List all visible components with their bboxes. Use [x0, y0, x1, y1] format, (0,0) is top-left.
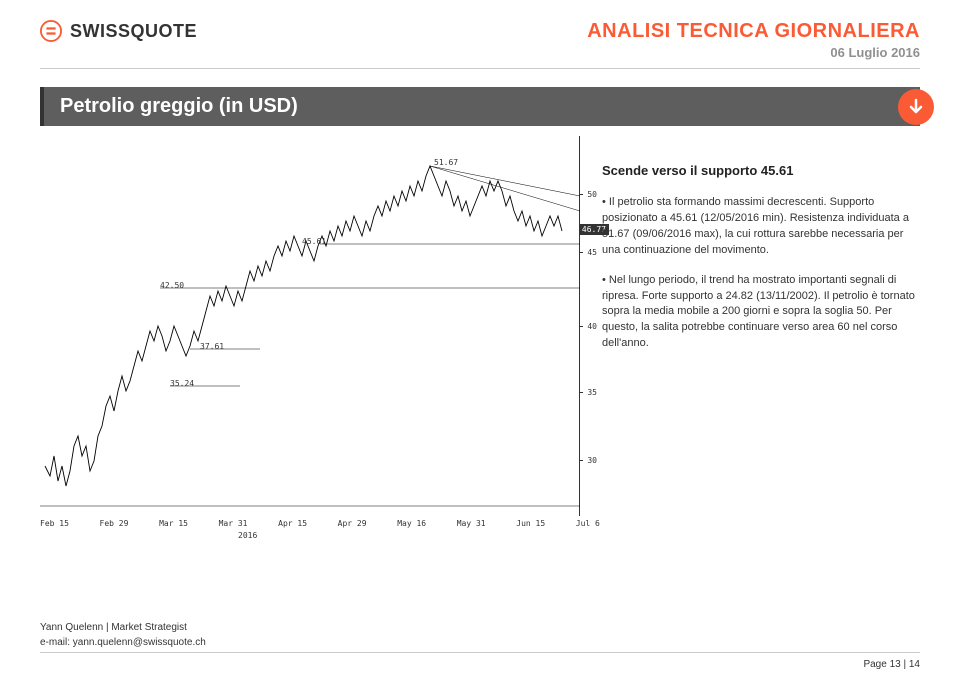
- header-divider: [40, 68, 920, 69]
- author-name: Yann Quelenn | Market Strategist: [40, 622, 920, 633]
- xtick: Mar 31: [219, 519, 248, 528]
- xtick: Feb 15: [40, 519, 69, 528]
- xtick: Feb 29: [100, 519, 129, 528]
- analysis-para-1: • Il petrolio sta formando massimi decre…: [602, 195, 920, 259]
- xtick: Jun 15: [516, 519, 545, 528]
- chart-label-4561: 45.61: [302, 237, 326, 246]
- xtick: May 16: [397, 519, 426, 528]
- price-chart: 51.67 45.61 42.50 37.61 35.24 46.77 50 4…: [40, 136, 580, 516]
- chart-label-3761: 37.61: [200, 342, 224, 351]
- xtick: Mar 15: [159, 519, 188, 528]
- report-title: ANALISI TECNICA GIORNALIERA: [587, 20, 920, 43]
- xtick: Jul 6: [576, 519, 600, 528]
- analysis-headline: Scende verso il supporto 45.61: [602, 162, 920, 181]
- asset-name: Petrolio greggio (in USD): [40, 87, 920, 126]
- asset-title-bar: Petrolio greggio (in USD): [40, 87, 920, 126]
- xtick: May 31: [457, 519, 486, 528]
- brand-logo: SWISSQUOTE: [40, 20, 197, 42]
- analysis-para-2: • Nel lungo periodo, il trend ha mostrat…: [602, 273, 920, 353]
- xtick: Apr 29: [338, 519, 367, 528]
- footer-divider: [40, 652, 920, 653]
- brand-name: SWISSQUOTE: [70, 21, 197, 42]
- author-email: e-mail: yann.quelenn@swissquote.ch: [40, 637, 920, 648]
- trend-down-icon: [898, 89, 934, 125]
- page-number: Page 13 | 14: [40, 659, 920, 670]
- chart-label-4250: 42.50: [160, 281, 184, 290]
- report-date: 06 Luglio 2016: [587, 45, 920, 60]
- xtick-year: 2016: [238, 531, 257, 540]
- chart-label-high: 51.67: [434, 158, 458, 167]
- swissquote-icon: [40, 20, 62, 42]
- xtick: Apr 15: [278, 519, 307, 528]
- chart-label-3524: 35.24: [170, 379, 194, 388]
